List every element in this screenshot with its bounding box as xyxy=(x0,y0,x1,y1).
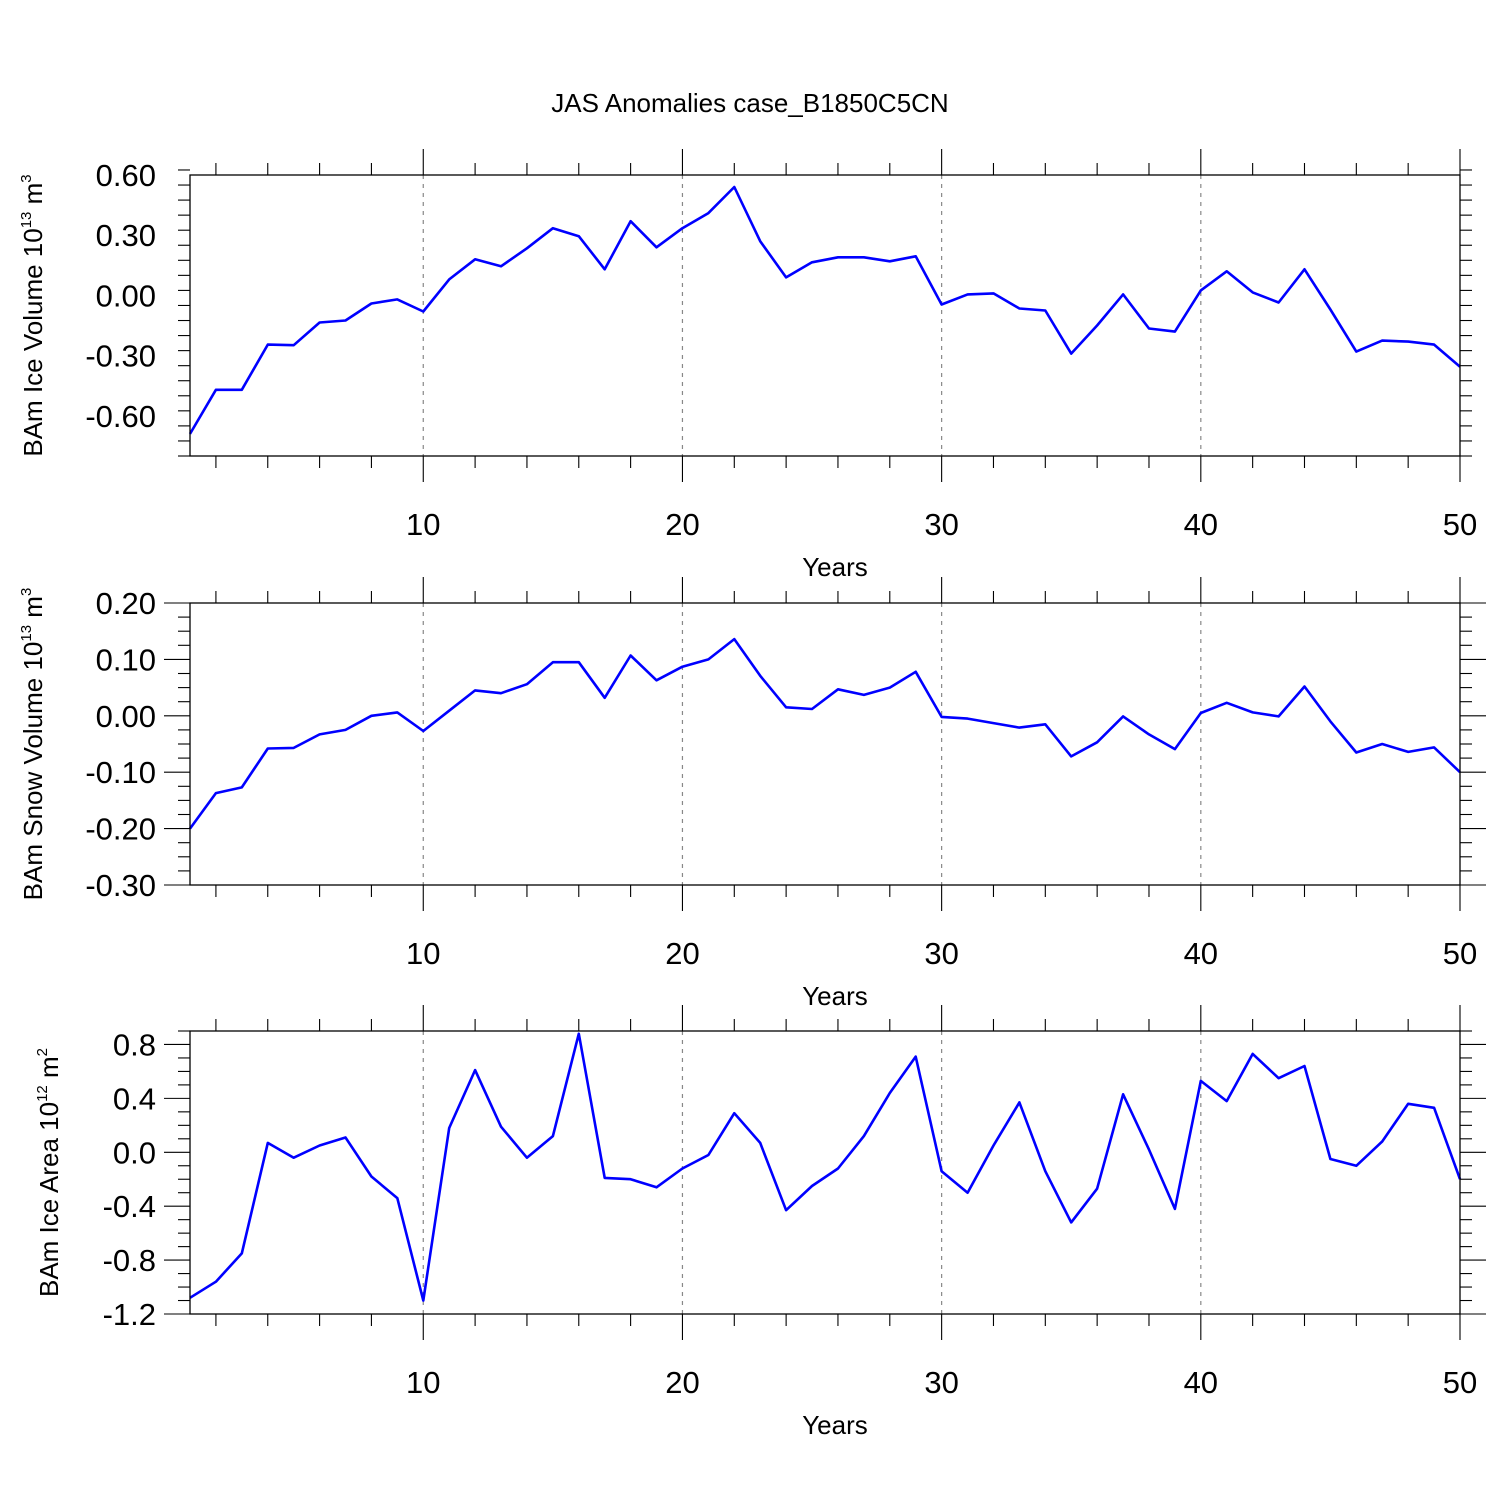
x-tick-label: 30 xyxy=(924,936,958,971)
y-tick-label: -0.8 xyxy=(103,1243,156,1278)
x-tick-label: 40 xyxy=(1184,936,1218,971)
panel-1: 10 20 30 40 50 Years 0.60 0.30 0.00 -0.30 -0.60 BAm… xyxy=(18,149,1477,582)
x-tick-label: 10 xyxy=(406,507,440,542)
y-axis-label-exponent: 12 xyxy=(34,1085,51,1102)
x-tick-label: 50 xyxy=(1443,507,1477,542)
y-axis-label-exponent: 13 xyxy=(18,212,35,229)
y-tick-label: -0.20 xyxy=(85,812,156,847)
x-tick-label: 20 xyxy=(665,936,699,971)
y-tick-label: 0.60 xyxy=(96,158,156,193)
y-axis-label-unit-exponent: 3 xyxy=(18,588,35,596)
x-axis-label: Years xyxy=(802,1410,868,1440)
y-axis-label-unit-exponent: 3 xyxy=(18,174,35,182)
y-axis-label: BAm Ice Volume 1013 m3 xyxy=(18,174,48,456)
y-axis-label-text: BAm Ice Volume 10 xyxy=(18,228,48,456)
panel-2: 10 20 30 40 50 Years 0.20 0.10 0.00 -0.10 -0.20 -0.… xyxy=(18,577,1486,1011)
x-tick-label: 40 xyxy=(1184,1365,1218,1400)
x-tick-label: 10 xyxy=(406,1365,440,1400)
y-tick-label: 0.10 xyxy=(96,642,156,677)
y-tick-label: 0.8 xyxy=(113,1027,156,1062)
chart-title: JAS Anomalies case_B1850C5CN xyxy=(551,88,948,118)
y-tick-label: -0.30 xyxy=(85,339,156,374)
x-tick-label: 40 xyxy=(1184,507,1218,542)
y-tick-label: 0.30 xyxy=(96,218,156,253)
y-tick-label: 0.00 xyxy=(96,699,156,734)
y-axis-label: BAm Ice Area 1012 m2 xyxy=(34,1048,64,1297)
series-line xyxy=(188,185,1461,435)
y-tick-label: 0.20 xyxy=(96,586,156,621)
x-tick-label: 50 xyxy=(1443,1365,1477,1400)
y-tick-label: 0.0 xyxy=(113,1135,156,1170)
x-axis-label: Years xyxy=(802,981,868,1011)
panel-3: 10 20 30 40 50 Years 0.8 0.4 0.0 -0.4 -0.8 -1.2 BAm … xyxy=(34,1005,1486,1440)
plot-frame xyxy=(189,174,1461,457)
series-line xyxy=(189,1032,1462,1302)
y-axis-label: BAm Snow Volume 1013 m3 xyxy=(18,588,48,901)
plot-frame xyxy=(189,1030,1461,1315)
y-tick-label: -1.2 xyxy=(103,1297,156,1332)
x-tick-label: 10 xyxy=(406,936,440,971)
x-tick-label: 20 xyxy=(665,1365,699,1400)
y-axis-label-text: BAm Ice Area 10 xyxy=(34,1102,64,1297)
x-tick-label: 30 xyxy=(924,507,958,542)
y-axis-label-unit: m xyxy=(34,1056,64,1085)
x-tick-label: 20 xyxy=(665,507,699,542)
y-axis-label-unit: m xyxy=(18,596,48,625)
y-tick-label: 0.00 xyxy=(96,278,156,313)
y-axis-label-unit-exponent: 2 xyxy=(34,1048,51,1056)
y-tick-label: -0.60 xyxy=(85,399,156,434)
y-tick-label: 0.4 xyxy=(113,1081,156,1116)
y-axis-label-exponent: 13 xyxy=(18,625,35,642)
x-tick-label: 50 xyxy=(1443,936,1477,971)
y-axis-label-unit: m xyxy=(18,183,48,212)
y-tick-label: -0.30 xyxy=(85,868,156,903)
y-tick-label: -0.4 xyxy=(103,1189,156,1224)
y-axis-label-text: BAm Snow Volume 10 xyxy=(18,642,48,901)
x-tick-label: 30 xyxy=(924,1365,958,1400)
series-line xyxy=(188,637,1461,830)
y-tick-label: -0.10 xyxy=(85,755,156,790)
plot-frame xyxy=(189,602,1461,886)
x-axis-label: Years xyxy=(802,552,868,582)
